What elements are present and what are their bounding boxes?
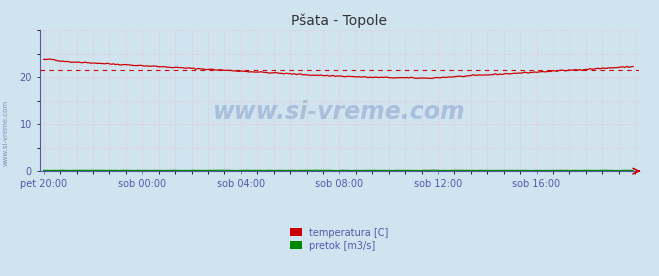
Text: www.si-vreme.com: www.si-vreme.com (213, 100, 466, 124)
Title: Pšata - Topole: Pšata - Topole (291, 13, 387, 28)
Text: www.si-vreme.com: www.si-vreme.com (2, 99, 9, 166)
Legend: temperatura [C], pretok [m3/s]: temperatura [C], pretok [m3/s] (290, 228, 389, 251)
